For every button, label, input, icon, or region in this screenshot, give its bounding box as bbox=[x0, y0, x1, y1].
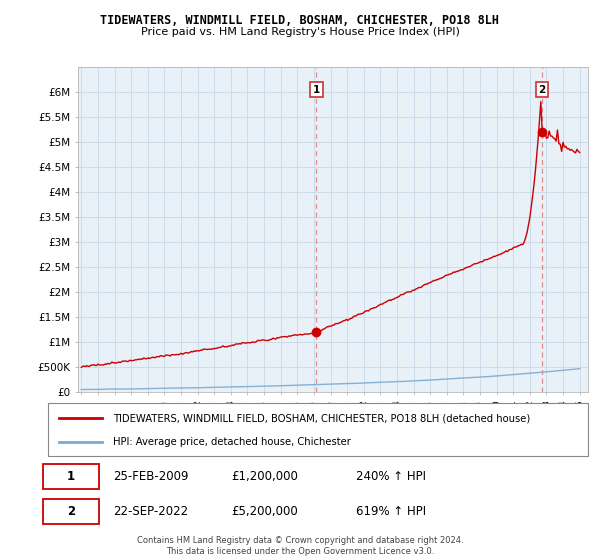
Text: 1: 1 bbox=[67, 470, 75, 483]
Text: 240% ↑ HPI: 240% ↑ HPI bbox=[356, 470, 426, 483]
Text: HPI: Average price, detached house, Chichester: HPI: Average price, detached house, Chic… bbox=[113, 436, 350, 446]
Text: £5,200,000: £5,200,000 bbox=[232, 505, 298, 518]
Text: Price paid vs. HM Land Registry's House Price Index (HPI): Price paid vs. HM Land Registry's House … bbox=[140, 27, 460, 37]
Text: Contains HM Land Registry data © Crown copyright and database right 2024.
This d: Contains HM Land Registry data © Crown c… bbox=[137, 536, 463, 556]
Text: 1: 1 bbox=[313, 85, 320, 95]
Text: 2: 2 bbox=[538, 85, 545, 95]
FancyBboxPatch shape bbox=[43, 464, 100, 489]
Text: 2: 2 bbox=[67, 505, 75, 518]
Text: TIDEWATERS, WINDMILL FIELD, BOSHAM, CHICHESTER, PO18 8LH: TIDEWATERS, WINDMILL FIELD, BOSHAM, CHIC… bbox=[101, 14, 499, 27]
Text: 25-FEB-2009: 25-FEB-2009 bbox=[113, 470, 188, 483]
Text: £1,200,000: £1,200,000 bbox=[232, 470, 298, 483]
FancyBboxPatch shape bbox=[48, 403, 588, 456]
FancyBboxPatch shape bbox=[43, 499, 100, 524]
Text: TIDEWATERS, WINDMILL FIELD, BOSHAM, CHICHESTER, PO18 8LH (detached house): TIDEWATERS, WINDMILL FIELD, BOSHAM, CHIC… bbox=[113, 413, 530, 423]
Text: 619% ↑ HPI: 619% ↑ HPI bbox=[356, 505, 426, 518]
Text: 22-SEP-2022: 22-SEP-2022 bbox=[113, 505, 188, 518]
